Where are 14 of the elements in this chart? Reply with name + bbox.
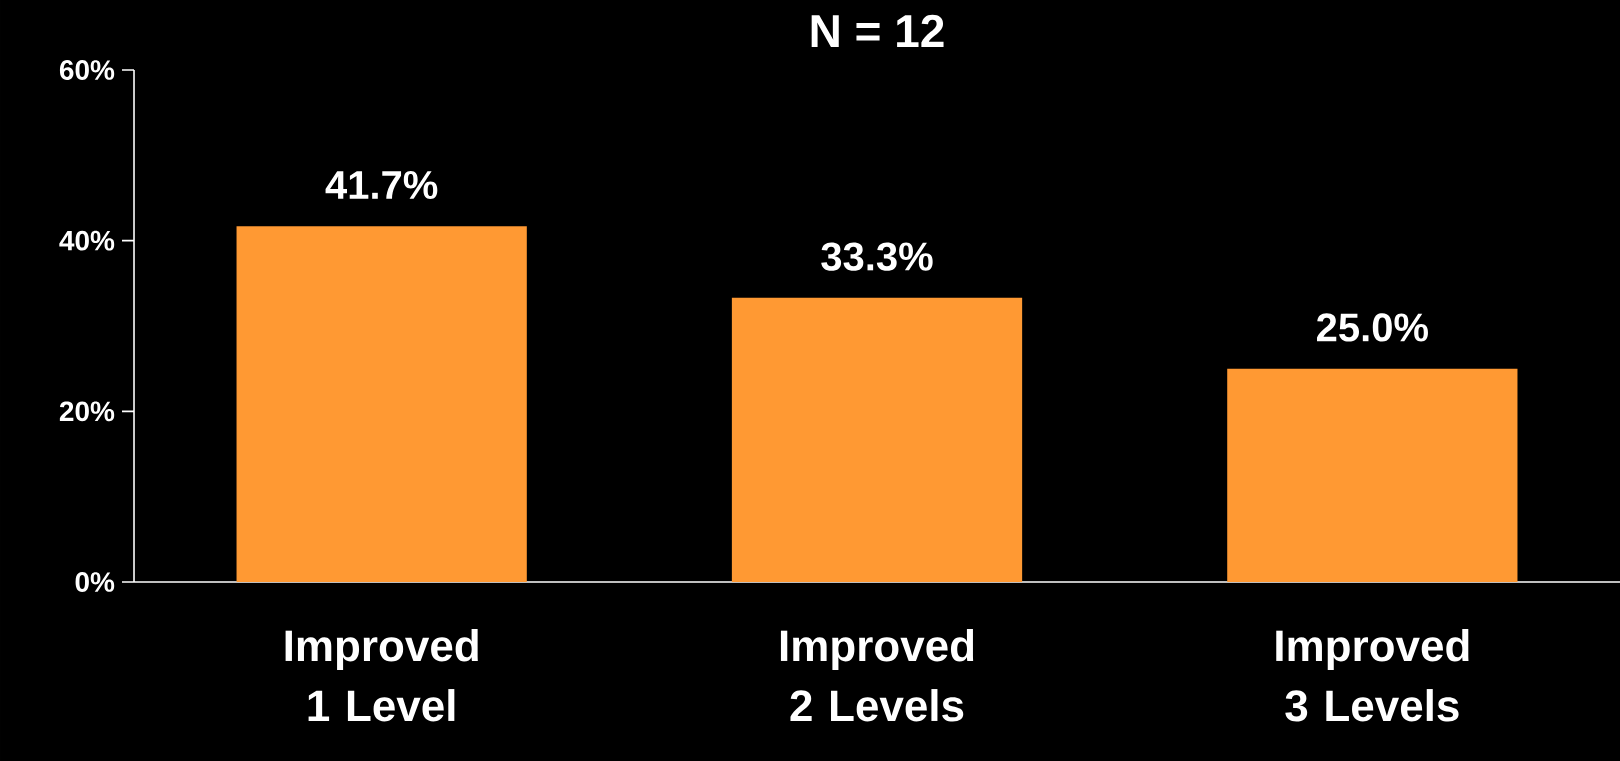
chart-title: N = 12 — [811, 14, 944, 47]
bar — [731, 297, 1023, 582]
x-tick-label: Improved 1 Level — [285, 629, 478, 722]
x-tick-label: Improved 3 Levels — [1276, 629, 1469, 722]
data-label: 41.7% — [325, 170, 438, 200]
y-tick-label: 0% — [75, 572, 115, 592]
bar — [236, 226, 527, 582]
x-tick-label: Improved 2 Levels — [780, 629, 974, 722]
y-tick-label: 20% — [59, 401, 115, 422]
data-label: 33.3% — [821, 242, 933, 271]
data-label: 25.0% — [1317, 313, 1428, 342]
y-tick-label: 40% — [59, 230, 115, 251]
y-tick-label: 60% — [59, 60, 115, 80]
bar — [1227, 368, 1518, 582]
